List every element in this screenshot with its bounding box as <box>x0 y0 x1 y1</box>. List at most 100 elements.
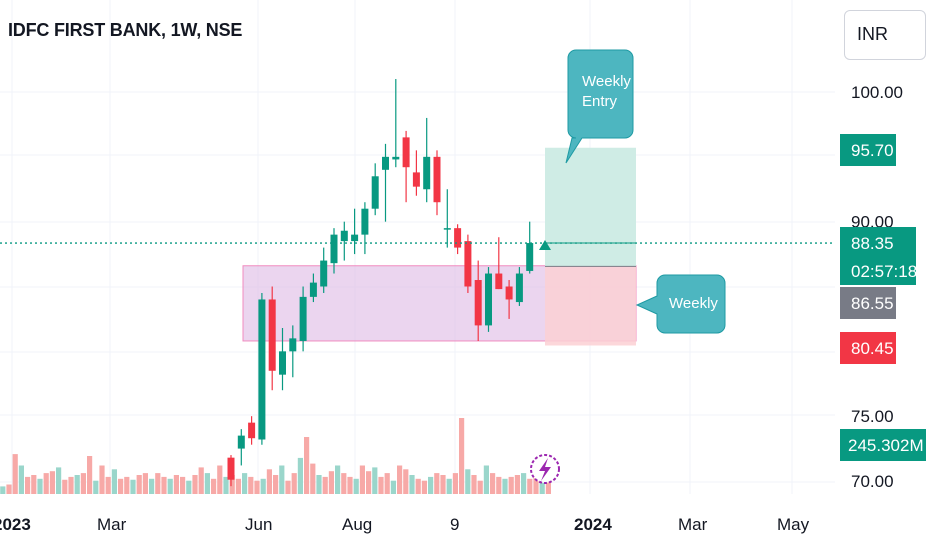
volume-bar <box>142 473 148 494</box>
candle-body <box>505 286 513 300</box>
volume-bar <box>49 471 55 494</box>
time-tick-label: May <box>777 515 810 534</box>
candle-body <box>371 176 379 209</box>
grid <box>0 0 835 494</box>
volume-bar <box>359 465 365 494</box>
volume-bar <box>87 456 93 494</box>
volume-bar <box>465 469 471 494</box>
candle-body <box>330 234 338 264</box>
volume-bar <box>533 475 539 494</box>
volume-bar <box>297 457 303 494</box>
candle-body <box>289 338 297 352</box>
volume-bar <box>273 475 279 494</box>
candle-body <box>515 273 523 303</box>
candle-body <box>351 234 359 242</box>
overlays: Weekly Entry Weekly <box>0 49 835 484</box>
candle-body <box>402 137 410 168</box>
time-tick-label: 9 <box>450 515 459 534</box>
volume-bar <box>279 465 285 494</box>
volume-bar <box>260 478 266 494</box>
volume-bar <box>192 475 198 494</box>
volume-bar <box>186 480 192 494</box>
volume-bar <box>403 469 409 494</box>
volume-bar <box>161 476 167 494</box>
volume-bar <box>285 480 291 494</box>
stop-price-tag <box>840 332 896 364</box>
volume-bar <box>527 478 533 494</box>
volume-bar <box>223 476 229 494</box>
volume-bar <box>347 476 353 494</box>
stop-zone <box>545 266 636 346</box>
volume-bar <box>111 469 117 494</box>
candle-body <box>464 241 472 287</box>
volume-tag <box>840 429 926 461</box>
price-tick-label: 100.00 <box>851 83 903 102</box>
volume-bar <box>124 476 130 494</box>
volume-bar <box>322 476 328 494</box>
volume-bar <box>167 478 173 494</box>
volume-bar <box>198 467 204 494</box>
callout-weekly-entry <box>565 49 634 164</box>
volume-bar <box>12 454 18 494</box>
time-tick-label: Mar <box>678 515 708 534</box>
callout-weekly <box>635 274 726 334</box>
volume-bar <box>440 475 446 494</box>
volume-bar <box>37 478 43 494</box>
entry-price-tag-text: 86.55 <box>851 294 894 313</box>
candle-body <box>268 299 276 371</box>
volume-bar <box>99 465 105 494</box>
candle-body <box>495 273 503 290</box>
candle-body <box>299 296 307 341</box>
volume-bar <box>415 478 421 494</box>
volume-bar <box>496 476 502 494</box>
countdown-text: 02:57:18 <box>851 262 917 281</box>
volume-bar <box>353 478 359 494</box>
volume-bar <box>254 480 260 494</box>
volume-bar <box>130 479 136 494</box>
volume-bar <box>421 480 427 494</box>
currency-button[interactable]: INR <box>844 10 926 60</box>
volume-bar <box>266 469 272 494</box>
volume-bar <box>180 476 186 494</box>
candle-body <box>361 208 369 235</box>
volume-bar <box>452 473 458 494</box>
volume-bar <box>149 478 155 494</box>
volume-bar <box>68 476 74 494</box>
volume-bar <box>242 473 248 494</box>
candle-body <box>258 299 266 440</box>
candle-body <box>340 230 348 242</box>
time-tick-label: Jun <box>245 515 272 534</box>
candle-body <box>237 435 245 449</box>
volume-bar <box>459 418 465 494</box>
volume-bar <box>235 478 241 494</box>
target-zone <box>545 147 636 267</box>
time-axis[interactable]: 2023 Mar Jun Aug 9 2024 Mar May <box>0 515 810 534</box>
time-tick-label: Aug <box>342 515 372 534</box>
volume-bar <box>74 475 80 494</box>
volume-bar <box>291 473 297 494</box>
volume-bar <box>335 465 341 494</box>
volume-bar <box>43 473 49 494</box>
volume-bar <box>0 486 6 494</box>
volume-bar <box>521 473 527 494</box>
volume-bar <box>471 475 477 494</box>
volume-bar <box>155 473 161 494</box>
volume-bar <box>390 480 396 494</box>
price-axis[interactable]: 100.00 90.00 75.00 70.00 95.70 88.35 02:57:18 8… <box>840 83 926 491</box>
volume-bar <box>118 478 124 494</box>
volume-bar <box>328 471 334 494</box>
candle-body <box>433 156 441 203</box>
volume-bar <box>545 473 551 494</box>
volume-bar <box>446 478 452 494</box>
entry-marker <box>539 240 551 250</box>
time-tick-label: Mar <box>97 515 127 534</box>
volume-bar <box>384 473 390 494</box>
volume-bar <box>25 476 31 494</box>
candle-body <box>320 260 328 287</box>
candles <box>227 79 534 487</box>
candle-body <box>392 156 400 160</box>
volume-bar <box>211 478 217 494</box>
last-price-tag <box>840 227 916 285</box>
candle-body <box>474 280 482 326</box>
